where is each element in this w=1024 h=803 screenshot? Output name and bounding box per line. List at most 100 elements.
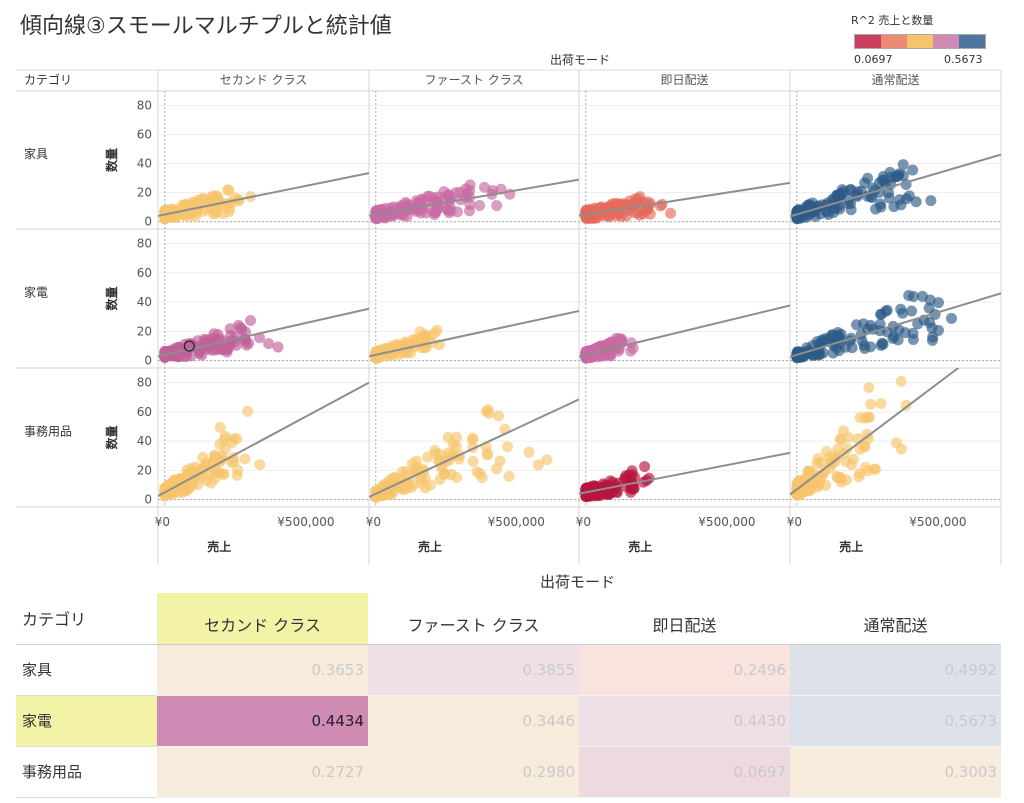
data-point — [414, 326, 426, 338]
panel[interactable] — [158, 307, 369, 363]
row-label: 家具 — [24, 146, 48, 161]
x-tick-label: ¥0 — [787, 515, 802, 529]
table-col-header[interactable]: ファースト クラス — [368, 593, 579, 645]
data-point — [272, 341, 284, 353]
data-point — [218, 468, 230, 480]
data-point — [394, 209, 406, 221]
panel[interactable] — [790, 289, 1001, 364]
table-row-label: 事務用品 — [16, 746, 157, 798]
r2-cell[interactable]: 0.5673 — [790, 695, 1001, 747]
panel[interactable] — [158, 172, 369, 225]
table-col-header[interactable]: セカンド クラス — [157, 593, 368, 645]
legend-swatch — [959, 35, 985, 48]
data-point — [254, 459, 266, 471]
table-row[interactable]: 家具 0.3653 0.3855 0.2496 0.4992 — [16, 644, 1001, 696]
r2-cell[interactable]: 0.4430 — [579, 695, 790, 747]
data-point — [226, 437, 238, 449]
data-point — [875, 397, 887, 409]
x-axis-label: 売上 — [418, 539, 442, 554]
panel[interactable] — [579, 451, 790, 503]
data-point — [851, 319, 863, 331]
data-point — [419, 471, 431, 483]
column-label: セカンド クラス — [220, 73, 308, 87]
data-point — [593, 341, 605, 353]
data-point — [858, 440, 870, 452]
data-point — [665, 207, 677, 219]
panel-marks — [369, 398, 579, 503]
data-point — [945, 312, 957, 324]
y-tick-label: 20 — [137, 186, 152, 200]
data-point — [837, 425, 849, 437]
data-point — [856, 335, 868, 347]
panel[interactable] — [369, 309, 579, 364]
y-axis-label: 数量 — [104, 286, 119, 310]
x-axis-label: 売上 — [628, 539, 652, 554]
table-row[interactable]: 家電 0.4434 0.3446 0.4430 0.5673 — [16, 695, 1001, 747]
data-point — [451, 471, 463, 483]
panel[interactable] — [790, 153, 1001, 225]
data-point — [460, 183, 472, 195]
x-axis-label: 売上 — [839, 539, 863, 554]
table-row-label: 家電 — [16, 695, 157, 747]
panel[interactable] — [790, 336, 1001, 501]
panel[interactable] — [579, 181, 790, 224]
data-point — [832, 443, 844, 455]
x-tick-label: ¥500,000 — [277, 515, 334, 529]
row-label: 家電 — [24, 285, 48, 300]
table-col-header[interactable]: 通常配送 — [790, 593, 1001, 645]
panel[interactable] — [158, 381, 369, 503]
y-tick-label: 40 — [137, 434, 152, 448]
panel[interactable] — [369, 178, 579, 225]
y-tick-label: 60 — [137, 266, 152, 280]
panel[interactable] — [369, 398, 579, 503]
data-point — [883, 192, 895, 204]
r2-cell[interactable]: 0.2496 — [579, 644, 790, 696]
data-point — [846, 459, 858, 471]
r2-cell[interactable]: 0.0697 — [579, 746, 790, 798]
data-point — [442, 204, 454, 216]
data-point — [197, 463, 209, 475]
x-tick-label: ¥500,000 — [909, 515, 966, 529]
data-point — [190, 210, 202, 222]
data-point — [379, 478, 391, 490]
r2-cell[interactable]: 0.2727 — [157, 746, 368, 798]
data-point — [894, 194, 906, 206]
y-tick-label: 20 — [137, 463, 152, 477]
x-axis-label: 売上 — [207, 539, 231, 554]
r2-table: カテゴリ セカンド クラス ファースト クラス 即日配送 通常配送 家具 0.36… — [16, 593, 1001, 798]
r2-cell[interactable]: 0.3653 — [157, 644, 368, 696]
data-point — [642, 203, 654, 215]
panel-marks — [790, 289, 1001, 364]
data-point — [242, 405, 254, 417]
table-row[interactable]: 事務用品 0.2727 0.2980 0.0697 0.3003 — [16, 746, 1001, 798]
r2-cell[interactable]: 0.4434 — [157, 695, 368, 747]
legend-title: R^2 売上と数量 — [851, 14, 934, 27]
y-axis-label: 数量 — [104, 148, 119, 172]
data-point — [466, 434, 478, 446]
data-point — [196, 349, 208, 361]
data-point — [838, 185, 850, 197]
panel-marks — [158, 172, 369, 225]
r2-cell[interactable]: 0.3446 — [368, 695, 579, 747]
data-point — [814, 476, 826, 488]
data-point — [467, 455, 479, 467]
panel[interactable] — [579, 304, 790, 364]
data-point — [924, 294, 936, 306]
data-point — [205, 477, 217, 489]
legend-max-label: 0.5673 — [944, 53, 983, 66]
data-point — [643, 472, 655, 484]
data-point — [221, 346, 233, 358]
r2-cell[interactable]: 0.3003 — [790, 746, 1001, 798]
r2-cell[interactable]: 0.2980 — [368, 746, 579, 798]
data-point — [491, 200, 503, 212]
data-point — [864, 411, 876, 423]
data-point — [503, 470, 515, 482]
table-col-header[interactable]: 即日配送 — [579, 593, 790, 645]
trend-line — [158, 381, 369, 497]
r2-cell[interactable]: 0.4992 — [790, 644, 1001, 696]
color-legend-bar[interactable] — [854, 34, 986, 49]
panel-marks — [369, 178, 579, 225]
trend-line — [369, 309, 579, 358]
r2-cell[interactable]: 0.3855 — [368, 644, 579, 696]
